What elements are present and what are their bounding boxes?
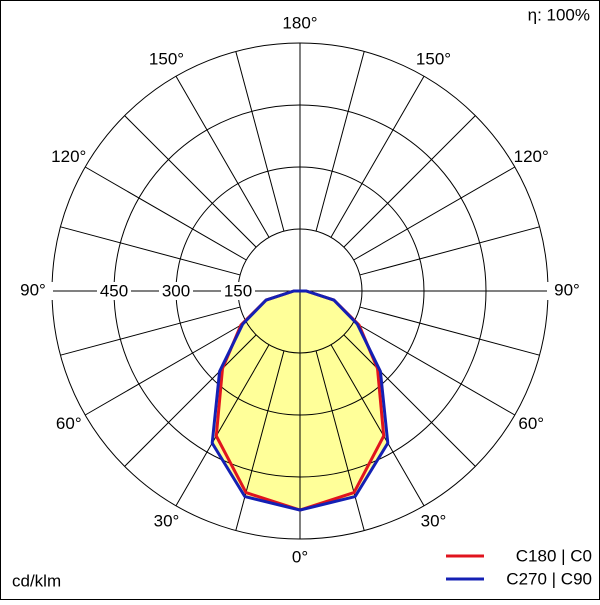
spoke [359, 306, 540, 356]
r-tick-label: 450 [100, 281, 128, 300]
legend-label: C180 | C0 [516, 546, 592, 565]
spoke [315, 51, 365, 232]
efficiency-label: η: 100% [528, 5, 590, 24]
spoke [60, 226, 241, 276]
angle-tick-label: 180° [282, 13, 317, 32]
spoke [124, 115, 257, 248]
label-bg [221, 282, 255, 300]
label-bg [97, 282, 131, 300]
spoke [315, 350, 365, 531]
angle-tick-label: 120° [514, 147, 549, 166]
spoke [60, 306, 241, 356]
angle-tick-label: 150° [416, 49, 451, 68]
spoke [175, 344, 270, 507]
angle-tick-label: 30° [154, 512, 180, 531]
angle-tick-label: 0° [292, 547, 308, 566]
angle-tick-label: 90° [20, 280, 46, 299]
angle-tick-label: 120° [51, 147, 86, 166]
spoke [84, 166, 247, 261]
spoke [343, 334, 476, 467]
spoke [330, 75, 425, 238]
spoke [353, 321, 516, 416]
angle-tick-label: 150° [149, 49, 184, 68]
label-bg [547, 282, 587, 300]
label-bg [159, 282, 193, 300]
spoke [84, 321, 247, 416]
curve [210, 289, 390, 512]
label-bg [13, 282, 53, 300]
spoke [235, 350, 285, 531]
spoke [353, 166, 516, 261]
spoke [359, 226, 540, 276]
angle-tick-label: 90° [554, 280, 580, 299]
angle-tick-label: 60° [518, 414, 544, 433]
r-tick-label: 300 [162, 281, 190, 300]
unit-label: cd/klm [12, 571, 61, 590]
spoke [343, 115, 476, 248]
spoke [124, 334, 257, 467]
angle-tick-label: 60° [56, 414, 82, 433]
angle-tick-label: 30° [421, 512, 447, 531]
spoke [175, 75, 270, 238]
spoke [235, 51, 285, 232]
spoke [330, 344, 425, 507]
legend-label: C270 | C90 [506, 569, 592, 588]
r-tick-label: 150 [224, 281, 252, 300]
